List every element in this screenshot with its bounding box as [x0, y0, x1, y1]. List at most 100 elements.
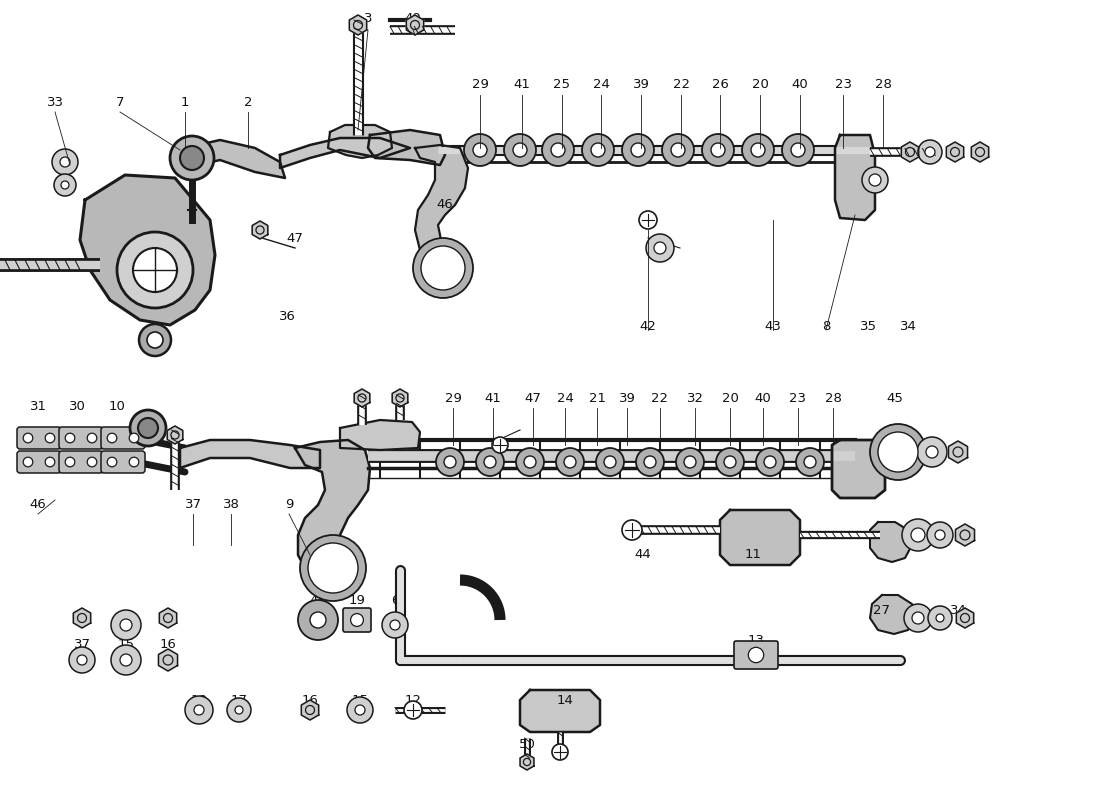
Circle shape [862, 167, 888, 193]
Circle shape [382, 612, 408, 638]
Circle shape [111, 610, 141, 640]
Polygon shape [832, 440, 886, 498]
Circle shape [636, 448, 664, 476]
Circle shape [918, 140, 942, 164]
Text: 35: 35 [910, 603, 926, 617]
Polygon shape [295, 440, 370, 572]
Circle shape [170, 136, 214, 180]
Circle shape [552, 744, 568, 760]
Circle shape [654, 242, 666, 254]
Text: 21: 21 [588, 391, 605, 405]
FancyBboxPatch shape [16, 451, 60, 473]
Circle shape [23, 434, 33, 443]
Circle shape [604, 456, 616, 468]
Text: 38: 38 [222, 498, 240, 510]
Circle shape [351, 614, 363, 626]
Circle shape [928, 606, 952, 630]
Text: 49: 49 [405, 11, 421, 25]
Polygon shape [971, 142, 989, 162]
Circle shape [412, 238, 473, 298]
Text: 32: 32 [686, 391, 704, 405]
Circle shape [444, 456, 456, 468]
Circle shape [662, 134, 694, 166]
Circle shape [621, 134, 654, 166]
Circle shape [464, 134, 496, 166]
Text: 47: 47 [525, 391, 541, 405]
Circle shape [300, 535, 366, 601]
Circle shape [902, 519, 934, 551]
Polygon shape [870, 595, 915, 634]
Text: 29: 29 [444, 391, 461, 405]
Polygon shape [948, 441, 968, 463]
FancyBboxPatch shape [16, 427, 60, 449]
Circle shape [107, 434, 117, 443]
Circle shape [139, 324, 170, 356]
Text: 41: 41 [485, 391, 502, 405]
Circle shape [433, 258, 453, 278]
Circle shape [564, 456, 576, 468]
Text: 16: 16 [160, 638, 176, 651]
Circle shape [194, 705, 204, 715]
Text: 48: 48 [309, 594, 327, 606]
Circle shape [390, 620, 400, 630]
Text: 12: 12 [405, 694, 421, 706]
Text: 13: 13 [748, 634, 764, 646]
Circle shape [45, 457, 55, 467]
Text: 7: 7 [116, 95, 124, 109]
Polygon shape [520, 690, 600, 732]
Text: 18: 18 [190, 694, 208, 706]
Circle shape [596, 448, 624, 476]
Circle shape [23, 457, 33, 467]
Text: 39: 39 [632, 78, 649, 91]
Text: 36: 36 [278, 310, 296, 322]
Polygon shape [901, 142, 918, 162]
Polygon shape [368, 130, 446, 165]
Circle shape [621, 520, 642, 540]
Circle shape [60, 181, 69, 189]
Circle shape [322, 557, 344, 579]
Circle shape [185, 696, 213, 724]
Text: 20: 20 [722, 391, 738, 405]
Circle shape [671, 143, 685, 157]
Text: 8: 8 [822, 319, 830, 333]
Text: 34: 34 [900, 319, 916, 333]
Circle shape [912, 612, 924, 624]
Text: 5: 5 [392, 391, 400, 405]
Text: 47: 47 [287, 231, 304, 245]
Circle shape [711, 143, 725, 157]
Text: 31: 31 [30, 401, 46, 414]
Circle shape [54, 174, 76, 196]
Text: 15: 15 [118, 638, 134, 651]
Circle shape [742, 134, 774, 166]
Text: 27: 27 [873, 603, 891, 617]
Polygon shape [180, 440, 320, 468]
FancyBboxPatch shape [101, 451, 145, 473]
Circle shape [129, 457, 139, 467]
Circle shape [644, 456, 656, 468]
Circle shape [52, 149, 78, 175]
Text: 6: 6 [390, 594, 399, 606]
Circle shape [473, 143, 487, 157]
Circle shape [925, 147, 935, 157]
Polygon shape [74, 608, 90, 628]
Polygon shape [956, 524, 975, 546]
Circle shape [791, 143, 805, 157]
Polygon shape [301, 700, 319, 720]
Circle shape [298, 600, 338, 640]
Circle shape [556, 448, 584, 476]
Circle shape [516, 448, 544, 476]
Text: 46: 46 [30, 498, 46, 510]
Circle shape [111, 645, 141, 675]
Text: 39: 39 [618, 391, 636, 405]
Circle shape [935, 530, 945, 540]
Circle shape [87, 457, 97, 467]
Circle shape [492, 437, 508, 453]
Circle shape [639, 211, 657, 229]
Circle shape [926, 446, 938, 458]
Circle shape [129, 434, 139, 443]
Circle shape [120, 654, 132, 666]
Circle shape [524, 456, 536, 468]
Circle shape [227, 698, 251, 722]
Text: 26: 26 [712, 78, 728, 91]
Text: 35: 35 [859, 319, 877, 333]
